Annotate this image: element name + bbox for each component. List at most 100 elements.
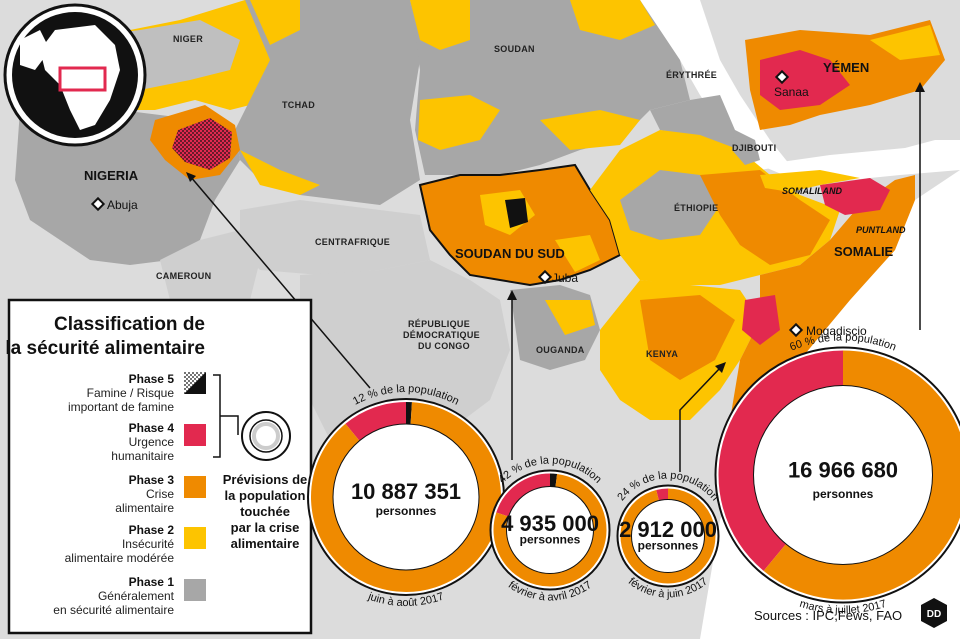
label-ouganda: OUGANDA [536,345,585,355]
tchad-area [235,0,420,205]
city-abuja: Abuja [90,196,138,212]
prediction-4: par la crise [231,520,300,535]
leader-lines [189,90,921,472]
phase1-desc-1: Généralement [98,589,175,603]
label-ethiopie: ÉTHIOPIE [674,203,718,213]
logo: DD [921,598,947,628]
donut-center [631,499,705,573]
city-juba-label: Juba [552,271,578,285]
somaliland-area [760,170,860,192]
prediction-3: touchée [240,504,290,519]
somalie-red-south [742,295,780,345]
ssd-famine [505,198,528,228]
phase2-desc-2: alimentaire modérée [65,551,175,565]
soudan-yellow-4 [540,110,640,150]
label-nigeria: NIGERIA [84,168,139,183]
label-djibouti: DJIBOUTI [732,143,776,153]
donut-unit: personnes [813,487,874,501]
phase4-desc-2: humanitaire [111,449,174,463]
city-abuja-label: Abuja [107,198,138,212]
donut-segment-phase4 [718,350,844,571]
soudan-yellow-3 [418,95,500,150]
yemen-east-yellow [870,25,940,60]
label-rdc-2: DÉMOCRATIQUE [403,330,480,340]
legend-title-1: Classification de [54,314,205,335]
label-niger: NIGER [173,34,203,44]
donut-unit: personnes [638,539,699,553]
phase5-desc-2: important de famine [68,400,174,414]
prediction-5: alimentaire [231,536,300,551]
donut-segment-phase3 [763,350,960,600]
globe-inset [3,3,147,147]
ethiopie-orange [700,170,830,265]
kenya-orange [640,295,735,380]
logo-text: DD [927,609,941,620]
donut-number: 16 966 680 [788,458,898,483]
yemen-red [760,50,850,110]
donut-number: 10 887 351 [351,479,461,504]
phase1-title: Phase 1 [129,575,175,589]
ouganda-yellow [545,300,595,335]
donut-unit: personnes [520,533,581,547]
rdc-area [300,260,510,450]
red-sea [640,0,790,170]
ring-icon-band [252,422,280,450]
donut-segment-phase3 [493,473,607,587]
ethiopie-gray [620,170,720,240]
phase2-desc-1: Insécurité [122,537,174,551]
phase5-title: Phase 5 [129,372,175,386]
phase4-desc-1: Urgence [129,435,175,449]
centrafrique-area [240,200,430,275]
cameroun-area [160,230,260,310]
soudan-yellow-2 [570,0,655,40]
tchad-north-yellow [250,0,300,45]
tchad-south [240,150,320,195]
sources-text: Sources : IPC,Fews, FAO [754,608,902,623]
label-centrafrique: CENTRAFRIQUE [315,237,390,247]
legend-bracket-link [220,415,239,435]
donut-center [506,486,594,574]
legend-title-2: la sécurité alimentaire [5,338,205,359]
legend: Classification de la sécurité alimentair… [5,298,313,635]
prediction-2: la population [225,488,306,503]
donut-segment-phase4 [656,488,669,501]
label-cameroun: CAMEROUN [156,271,211,281]
djibouti-area [732,130,760,165]
swatch-phase3 [184,476,206,498]
donut-number: 2 912 000 [619,517,717,542]
ssd-yellow-2 [555,235,600,272]
city-juba: Juba [537,269,578,285]
phase4-title: Phase 4 [129,421,175,435]
label-soudan: SOUDAN [494,44,535,54]
label-yemen: YÉMEN [823,60,869,75]
soudan-yellow-1 [410,0,470,50]
donut-unit: personnes [376,504,437,518]
donut-segment-phase4 [345,402,407,442]
city-sanaa-label: Sanaa [774,85,809,99]
donut-segment-phase4 [496,473,551,517]
phase3-title: Phase 3 [129,473,175,487]
swatch-phase1 [184,579,206,601]
donut-segment-phase3 [620,488,716,584]
swatch-phase4 [184,424,206,446]
swatch-phase5-solid [184,372,206,394]
prediction-1: Prévisions de [223,472,308,487]
donut-segment-phase3 [311,402,501,592]
label-somalie: SOMALIE [834,244,894,259]
donut-number: 4 935 000 [501,511,599,536]
leader-arrows [186,82,925,373]
label-soudan-du-sud: SOUDAN DU SUD [455,246,565,261]
phase2-title: Phase 2 [129,523,175,537]
label-kenya: KENYA [646,349,678,359]
donut-center [753,385,933,565]
somalie-area [730,175,915,420]
label-tchad: TCHAD [282,100,315,110]
phase5-desc-1: Famine / Risque [87,386,175,400]
label-puntland: PUNTLAND [856,225,906,235]
